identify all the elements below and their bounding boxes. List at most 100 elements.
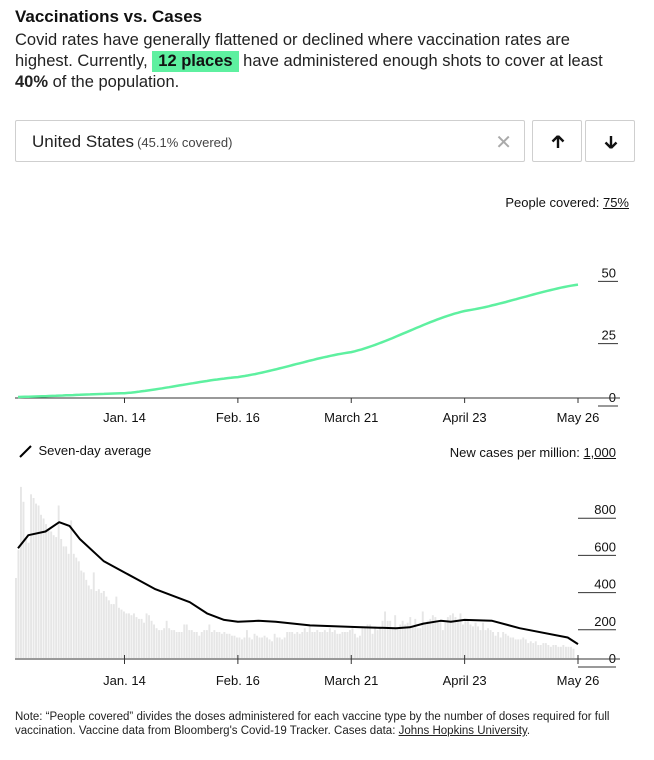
next-place-button[interactable] — [585, 120, 635, 162]
case-bar — [444, 622, 447, 658]
legend-label: Seven-day average — [38, 443, 152, 458]
case-bar — [462, 624, 464, 658]
selected-place-covered: (45.1% covered) — [137, 135, 233, 150]
case-bar — [258, 637, 261, 658]
subtitle-text-3: of the population. — [52, 73, 180, 91]
case-bar — [138, 618, 140, 658]
case-bar — [296, 632, 299, 658]
case-bar — [419, 628, 422, 658]
cases-scale-value[interactable]: 1,000 — [583, 445, 616, 460]
case-bar — [210, 632, 213, 658]
case-bar — [276, 637, 279, 658]
case-bar — [163, 628, 166, 658]
case-bar — [499, 637, 502, 658]
case-bar — [467, 620, 469, 658]
selected-place: United States (45.1% covered) — [32, 132, 232, 152]
case-bar — [215, 632, 218, 658]
subtitle-text-1: Covid rates have generally flattened or … — [15, 31, 570, 70]
case-bar — [318, 632, 321, 658]
case-bar — [346, 632, 349, 658]
case-bar — [256, 635, 259, 658]
case-bar — [492, 632, 495, 658]
case-bar — [524, 639, 527, 658]
case-bar — [72, 553, 75, 658]
case-bar — [479, 630, 482, 658]
case-bar — [401, 620, 404, 658]
case-bar — [90, 589, 93, 658]
case-bar — [107, 600, 110, 658]
previous-place-button[interactable] — [532, 120, 582, 162]
case-bar — [102, 591, 105, 658]
case-bar — [228, 633, 231, 658]
case-bar — [554, 645, 557, 658]
vacc-x-tick-label: April 23 — [443, 410, 487, 425]
case-bar — [238, 637, 241, 658]
case-bar — [517, 639, 520, 658]
case-bar — [371, 633, 374, 658]
case-bar — [441, 630, 444, 658]
cases-y-tick-label: 400 — [594, 577, 616, 592]
cases-y-tick-label: 600 — [594, 539, 616, 554]
case-bar — [562, 645, 565, 658]
case-bar — [281, 639, 284, 658]
case-bar — [80, 570, 83, 658]
case-bar — [416, 628, 419, 658]
case-bar — [105, 596, 108, 658]
case-bar — [507, 635, 510, 658]
case-bar — [399, 624, 402, 658]
case-bar — [120, 609, 123, 658]
case-bar — [115, 596, 118, 658]
case-bar — [394, 615, 397, 658]
case-bar — [567, 646, 570, 658]
case-bar — [288, 632, 291, 658]
case-bar — [266, 637, 269, 658]
case-bar — [384, 611, 387, 658]
case-bar — [404, 624, 407, 658]
case-bar — [65, 546, 68, 658]
case-bar — [449, 615, 452, 658]
case-bar — [439, 620, 442, 658]
jhu-link[interactable]: Johns Hopkins University — [398, 725, 527, 737]
case-bar — [434, 617, 437, 658]
case-bar — [454, 617, 457, 658]
case-bar — [27, 542, 30, 658]
close-icon[interactable]: ✕ — [495, 132, 512, 154]
case-bar — [173, 630, 176, 658]
case-bar — [95, 591, 98, 658]
case-bar — [97, 589, 100, 658]
case-bar — [82, 572, 85, 658]
case-bar — [494, 635, 497, 658]
case-bar — [306, 632, 309, 658]
place-selector[interactable]: United States (45.1% covered) ✕ — [15, 120, 525, 162]
vacc-scale-value[interactable]: 75% — [602, 195, 629, 210]
case-bar — [351, 628, 354, 658]
case-bar — [469, 624, 472, 658]
case-bar — [233, 635, 236, 658]
bold-percent: 40% — [15, 73, 49, 91]
case-bar — [223, 632, 226, 658]
case-bar — [32, 498, 35, 658]
case-bar — [421, 611, 424, 658]
case-bar — [150, 620, 153, 658]
case-bar — [429, 618, 432, 658]
case-bar — [128, 613, 130, 658]
case-bar — [396, 628, 399, 658]
case-bar — [188, 630, 191, 658]
case-bar — [552, 645, 555, 658]
case-bar — [457, 620, 459, 658]
cases-scale-prefix: New cases per million: — [449, 445, 584, 460]
footnote-text: Note: “People covered” divides the doses… — [15, 711, 610, 737]
case-bar — [55, 537, 58, 658]
cases-x-tick-label: April 23 — [443, 673, 487, 688]
case-bar — [45, 524, 48, 658]
case-bar — [529, 641, 532, 658]
case-bar — [482, 622, 485, 658]
case-bar — [539, 645, 542, 658]
footnote: Note: “People covered” divides the doses… — [15, 710, 635, 738]
case-bar — [231, 635, 233, 658]
case-bar — [522, 637, 525, 658]
case-bar — [497, 632, 500, 658]
arrow-down-icon — [604, 136, 618, 149]
case-bar — [303, 628, 306, 658]
